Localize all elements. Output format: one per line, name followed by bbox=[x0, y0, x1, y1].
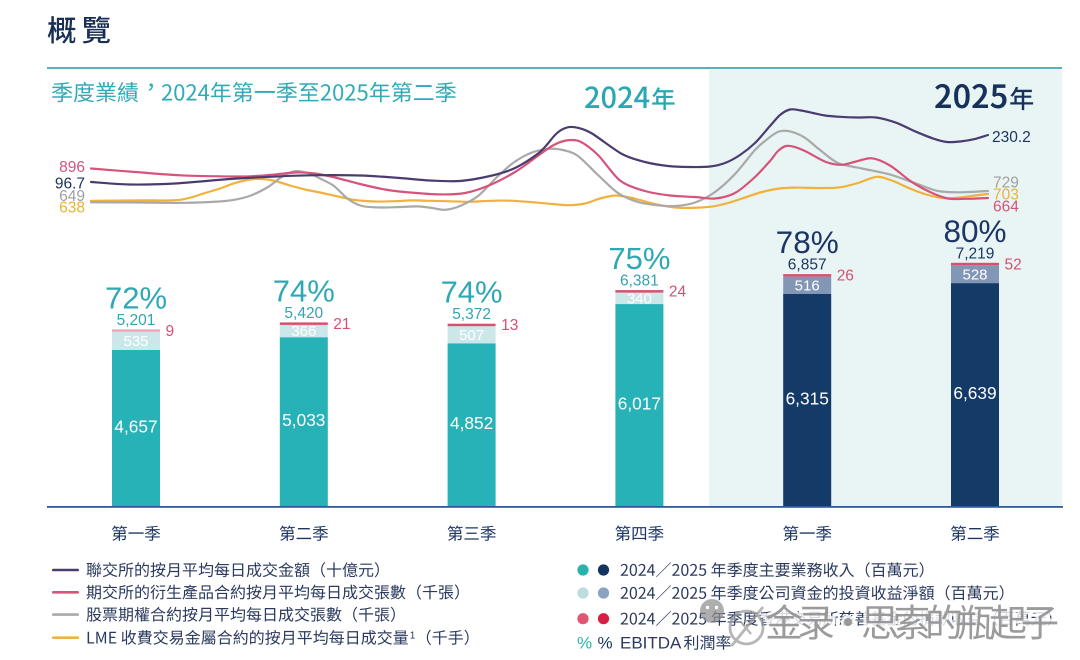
svg-text:6,315: 6,315 bbox=[786, 388, 829, 408]
svg-text:75%: 75% bbox=[608, 241, 670, 276]
svg-text:5,420: 5,420 bbox=[284, 305, 323, 322]
svg-text:896: 896 bbox=[59, 159, 85, 176]
svg-text:638: 638 bbox=[59, 200, 85, 217]
svg-text:96.7: 96.7 bbox=[55, 176, 85, 193]
svg-text:535: 535 bbox=[123, 333, 148, 350]
svg-text:24: 24 bbox=[669, 284, 687, 301]
svg-text:649: 649 bbox=[59, 188, 85, 205]
svg-text:7,219: 7,219 bbox=[956, 245, 995, 262]
svg-text:528: 528 bbox=[962, 266, 987, 283]
svg-text:5,201: 5,201 bbox=[117, 312, 156, 329]
svg-text:6,017: 6,017 bbox=[618, 393, 661, 413]
svg-text:6,857: 6,857 bbox=[788, 257, 827, 274]
svg-text:6,381: 6,381 bbox=[620, 273, 659, 290]
svg-text:1: 1 bbox=[410, 631, 416, 642]
svg-text:230.2: 230.2 bbox=[992, 129, 1031, 146]
svg-text:507: 507 bbox=[459, 327, 484, 344]
svg-text:74%: 74% bbox=[441, 275, 503, 310]
svg-text:78%: 78% bbox=[776, 224, 839, 260]
svg-text:5,033: 5,033 bbox=[282, 410, 325, 430]
svg-text:80%: 80% bbox=[943, 213, 1006, 249]
svg-text:52: 52 bbox=[1005, 256, 1022, 273]
svg-text:EBITDA: EBITDA bbox=[620, 634, 682, 653]
svg-text:664: 664 bbox=[993, 199, 1019, 216]
svg-text:703: 703 bbox=[993, 187, 1019, 204]
svg-text:729: 729 bbox=[993, 175, 1019, 192]
svg-text:4,852: 4,852 bbox=[450, 413, 493, 433]
svg-text:366: 366 bbox=[291, 323, 316, 340]
svg-text:6,639: 6,639 bbox=[953, 383, 996, 403]
svg-text:4,657: 4,657 bbox=[114, 416, 157, 436]
svg-text:26: 26 bbox=[837, 268, 854, 285]
svg-text:516: 516 bbox=[795, 278, 820, 295]
svg-text:%: % bbox=[598, 634, 613, 653]
svg-text:9: 9 bbox=[166, 323, 175, 340]
svg-text:%: % bbox=[577, 634, 592, 653]
svg-text:21: 21 bbox=[333, 316, 350, 333]
svg-text:72%: 72% bbox=[105, 280, 167, 315]
svg-text:13: 13 bbox=[501, 317, 518, 334]
svg-text:340: 340 bbox=[627, 291, 652, 308]
svg-text:5,372: 5,372 bbox=[452, 306, 491, 323]
svg-text:74%: 74% bbox=[273, 273, 335, 308]
